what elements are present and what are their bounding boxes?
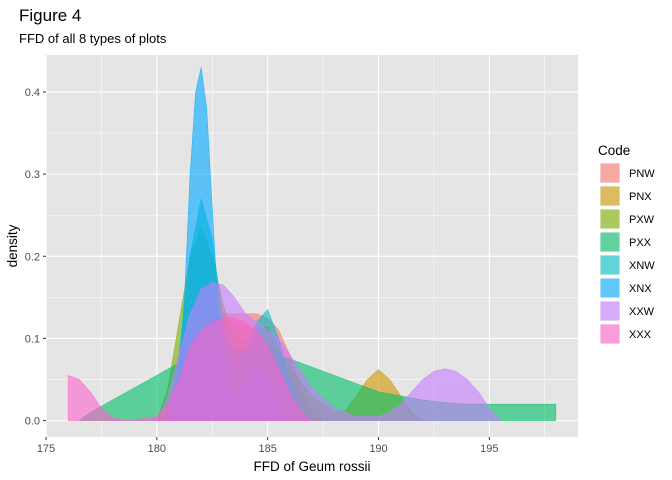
legend-title: Code	[598, 143, 630, 158]
legend-swatch-pnx	[600, 186, 620, 206]
x-tick-label: 175	[37, 443, 55, 455]
chart-subtitle: FFD of all 8 types of plots	[19, 31, 167, 46]
y-tick-label: 0.1	[25, 333, 40, 345]
legend-label-pnx: PNX	[629, 191, 652, 203]
x-tick-label: 185	[258, 443, 276, 455]
y-tick-label: 0.4	[25, 87, 40, 99]
x-tick-label: 195	[480, 443, 498, 455]
x-tick-label: 190	[369, 443, 387, 455]
density-area-xxx	[67, 317, 313, 421]
y-axis-ticks: 0.0 0.1 0.2 0.3 0.4	[25, 87, 46, 428]
legend-swatch-pxw	[600, 209, 620, 229]
legend-swatch-xxx	[600, 324, 620, 344]
legend-swatch-pxx	[600, 232, 620, 252]
x-tick-label: 180	[148, 443, 166, 455]
y-tick-label: 0.2	[25, 251, 40, 263]
legend-swatch-xnw	[600, 255, 620, 275]
legend-label-pxw: PXW	[629, 214, 655, 226]
legend-label-xnw: XNW	[629, 260, 655, 272]
y-tick-label: 0.3	[25, 169, 40, 181]
legend-swatch-xnx	[600, 278, 620, 298]
legend-swatch-xxw	[600, 301, 620, 321]
legend-items: PNW PNX PXW PXX XNW XNX XXW XXX	[600, 163, 655, 344]
density-areas	[67, 67, 557, 421]
x-axis-title: FFD of Geum rossii	[253, 459, 370, 474]
legend: Code PNW PNX PXW PXX XNW XNX XXW XXX	[598, 143, 655, 344]
legend-label-xnx: XNX	[629, 283, 652, 295]
y-axis-title: density	[5, 224, 20, 267]
x-axis-ticks: 175 180 185 190 195	[37, 437, 499, 455]
legend-swatch-pnw	[600, 163, 620, 183]
legend-label-xxw: XXW	[629, 306, 655, 318]
legend-label-xxx: XXX	[629, 329, 652, 341]
y-tick-label: 0.0	[25, 416, 40, 428]
chart-title: Figure 4	[19, 6, 81, 25]
legend-label-pxx: PXX	[629, 237, 652, 249]
legend-label-pnw: PNW	[629, 168, 655, 180]
